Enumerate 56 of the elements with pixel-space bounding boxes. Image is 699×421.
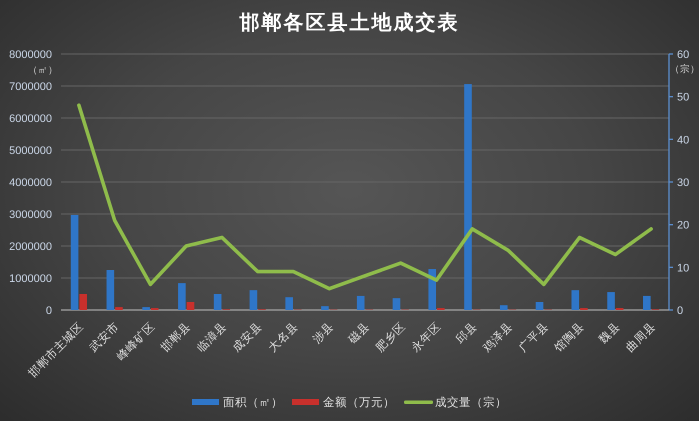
- bar: [392, 298, 400, 310]
- bar: [214, 294, 222, 310]
- y2-tick-label: 0: [677, 305, 684, 317]
- x-tick-label: 大名县: [266, 320, 301, 355]
- y-axis-title: （㎡）: [28, 65, 58, 76]
- bar: [70, 214, 78, 310]
- x-tick-label: 成安县: [229, 319, 265, 355]
- y-tick-label: 2000000: [9, 241, 52, 253]
- bar: [321, 306, 329, 310]
- bar: [79, 294, 87, 310]
- y2-tick-label: 30: [677, 177, 690, 189]
- y-tick-label: 0: [46, 305, 52, 317]
- bar: [643, 296, 651, 310]
- bar: [186, 302, 194, 310]
- y2-axis-title: （宗）: [670, 63, 699, 75]
- x-tick-label: 临漳县: [194, 319, 230, 355]
- y2-tick-label: 50: [677, 92, 690, 104]
- chart-title: 邯郸各区县土地成交表: [238, 11, 460, 34]
- bar: [607, 292, 615, 310]
- bar: [178, 283, 186, 310]
- x-tick-label: 魏县: [596, 320, 622, 346]
- bar: [536, 302, 544, 310]
- y-tick-label: 6000000: [9, 113, 52, 125]
- x-tick-label: 曲周县: [624, 320, 658, 355]
- bar: [142, 307, 150, 310]
- y-tick-label: 7000000: [9, 81, 52, 93]
- y-tick-label: 1000000: [9, 273, 52, 285]
- bar: [571, 290, 580, 310]
- y-tick-label: 4000000: [9, 177, 52, 189]
- bar: [250, 290, 258, 310]
- legend-label: 面积（㎡）: [223, 396, 283, 409]
- y-tick-label: 5000000: [9, 145, 52, 157]
- bar: [285, 297, 293, 310]
- x-tick-label: 磁县: [345, 320, 372, 347]
- x-tick-label: 永年区: [408, 319, 444, 355]
- x-tick-label: 鸡泽县: [480, 320, 516, 356]
- y-tick-label: 3000000: [9, 209, 52, 221]
- x-tick-label: 邯郸县: [158, 319, 194, 355]
- legend-label: 成交量（宗）: [435, 395, 507, 409]
- y-tick-label: 8000000: [9, 49, 52, 61]
- x-tick-label: 邱县: [453, 320, 480, 346]
- bar: [356, 296, 364, 310]
- x-tick-label: 肥乡区: [373, 320, 408, 355]
- x-tick-label: 涉县: [310, 320, 336, 346]
- x-tick-label: 馆陶县: [550, 319, 587, 356]
- bar: [115, 307, 123, 310]
- bar: [500, 305, 508, 310]
- y2-tick-label: 20: [677, 220, 690, 232]
- x-tick-label: 邯郸市主城区: [25, 319, 86, 380]
- x-tick-label: 广平县: [516, 319, 551, 355]
- bar: [464, 84, 472, 310]
- y2-tick-label: 60: [677, 49, 690, 61]
- legend-label: 金额（万元）: [323, 395, 395, 409]
- bar: [106, 270, 114, 310]
- y2-tick-label: 10: [677, 262, 690, 274]
- y2-tick-label: 40: [677, 134, 690, 146]
